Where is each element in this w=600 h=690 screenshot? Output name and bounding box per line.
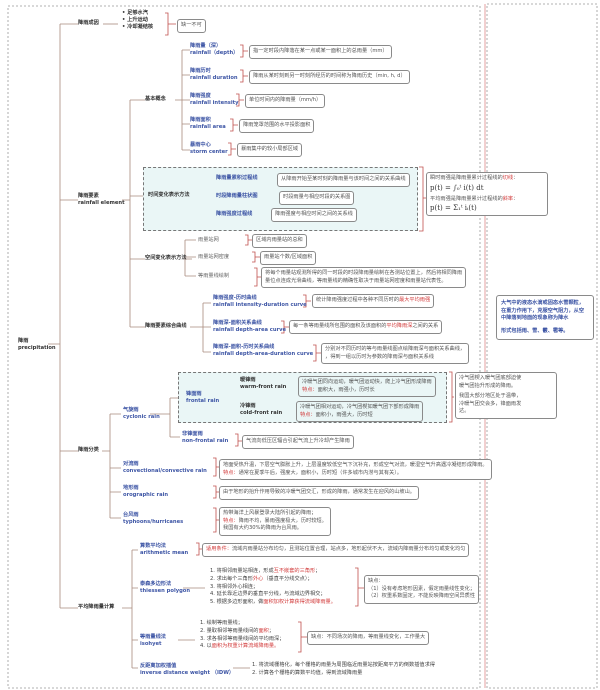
isohyet-cons: 缺点：不同场次的降雨，等雨量线变化，工作量大 bbox=[307, 631, 430, 645]
frontal-node: 锋面雨 frontal rain bbox=[186, 391, 220, 405]
arith-node: 算数平均法 arithmetic mean bbox=[140, 543, 189, 557]
warm-front-node: 暖锋雨 warm-front rain bbox=[240, 377, 287, 391]
orographic-node: 地形雨 orographic rain bbox=[123, 485, 169, 499]
orographic-desc: 由于地形的抬升作用导致的冷暖气团交汇，形成的降雨，通常发生在迎风的山坡山。 bbox=[219, 486, 419, 500]
curve-desc: 统计降雨强度过程中各种不同历时的最大平均雨强 bbox=[312, 294, 435, 308]
time-desc: 从降雨开始至某时刻的降雨量与该时间之间的关系曲线 bbox=[277, 173, 410, 187]
basic-desc: 指一定时段内降落在某一点或某一面积上的总雨量（mm） bbox=[249, 45, 392, 59]
cause-note: 缺一不可 bbox=[177, 19, 206, 33]
thiessen-cons: 缺点： （1）没有考虑地形因素，假定雨量线性变化； （2）权重系数固定，不能反映降雨… bbox=[364, 575, 480, 604]
basic-item: 降雨历时 rainfall duration bbox=[190, 68, 238, 82]
definition-box: 大气中的液态水滴或固态水雪颗粒，在重力作用下，克服空气阻力，从空中降落到地面的现… bbox=[496, 295, 594, 341]
time-desc: 降雨强度与相应时间之间的关系线 bbox=[271, 208, 357, 222]
time-node: 时间变化表示方法 bbox=[148, 192, 190, 198]
basic-item: 暴雨中心 storm center bbox=[190, 142, 228, 156]
time-item: 降雨量累积过程线 bbox=[216, 175, 258, 181]
convective-desc: 地面受热升温，下层空气膨胀上升，上层温度较低空气下沉补充，形成空气对流，暖湿空气… bbox=[219, 459, 492, 481]
space-item: 等雨量线绘制 bbox=[198, 273, 230, 279]
space-item: 雨量站网密度 bbox=[198, 254, 230, 260]
isohyet-steps: 1. 绘制等雨量线； 2. 量取相邻等雨量线间的面积； 3. 求各相邻等雨量线间… bbox=[200, 620, 285, 650]
space-item: 雨量站网 bbox=[198, 237, 219, 243]
average-node: 平均降雨量计算 bbox=[78, 604, 115, 610]
curve-desc: 分别对不同历时的等与雨量线图点绘降雨深与面积关系曲线， ，得到一组以历时为参数的降… bbox=[321, 343, 470, 365]
arith-desc: 适用条件：流域内雨量站分布均匀，且测站位置合理，站点多，地形起伏不大，流域内降雨… bbox=[202, 543, 470, 557]
space-desc: 区域内雨量站的总和 bbox=[252, 234, 307, 248]
space-node: 空间变化表示方法 bbox=[145, 255, 187, 261]
element-node: 降雨要素 rainfall element bbox=[78, 193, 125, 207]
space-desc: 雨量站个数/区域面积 bbox=[260, 251, 317, 265]
idw-steps: 1. 将流域栅格化，每个栅格的雨量为周围临近雨量站按距离平方的倒数插值求得 2. … bbox=[252, 662, 435, 676]
intensity-formula-box: 瞬时雨强是降雨量累计过程线的切线： p(t) = ∫₀ᵗ i(t) dt 平均雨… bbox=[426, 172, 548, 217]
basic-desc: 降雨笼罩范围的水平投影面积 bbox=[239, 119, 315, 133]
non-frontal-desc: 气流向低压区辐合引起气流上升冷却产生降雨 bbox=[242, 435, 354, 449]
space-desc: 将每个雨量站观测所得的同一时段的时段降雨量绘制在各测站位置上，然后将相同降雨 量位… bbox=[261, 267, 467, 289]
time-item: 降雨强度过程线 bbox=[216, 211, 253, 217]
basic-desc: 降雨从某时刻到另一时刻所经历的时间称为降雨历史（min, h, d） bbox=[249, 70, 410, 84]
cold-front-node: 冷锋雨 cold-front rain bbox=[240, 403, 283, 417]
cause-node: 降雨成因 bbox=[78, 20, 99, 26]
idw-node: 反距离加权插值 inverse distance weight （IDW） bbox=[140, 663, 235, 677]
basic-node: 基本概念 bbox=[145, 96, 166, 102]
typhoon-node: 台风雨 typhoons/hurricanes bbox=[123, 512, 184, 526]
frontal-note: 冷气团楔入暖气团底部迫使 暖气团抬升形成的降雨。 我国大部分地区处于温带， 冷暖气团交… bbox=[455, 372, 557, 419]
basic-desc: 暴雨集中的较小局部区域 bbox=[237, 143, 303, 157]
thiessen-steps: 1. 将相邻雨量站相连，形成互不嵌套的三角形； 2. 求出每个三角形外心（垂直平… bbox=[210, 568, 336, 606]
basic-item: 降雨量（深） rainfall（depth） bbox=[190, 43, 239, 57]
curve-item: 降雨深-面积-历时关系曲线 rainfall depth-area-duratio… bbox=[213, 344, 314, 358]
classify-node: 降雨分类 bbox=[78, 447, 99, 453]
thiessen-node: 泰森多边形法 thiessen polygon bbox=[140, 581, 191, 595]
curve-desc: 每一条等雨量线所包围的面积及该面积的平均降雨深之间的关系 bbox=[289, 320, 443, 334]
cold-front-desc: 冷暖气团相对运动，冷气团楔如暖气团下部形成降雨 特点：面积小，雨强大，历时短 bbox=[296, 401, 424, 423]
isohyet-node: 等雨量线法 isohyet bbox=[140, 634, 166, 648]
cause-items: • 足够水汽 • 上升运动 • 冷却凝结核 bbox=[122, 10, 154, 31]
warm-front-desc: 冷暖气团同向运动，暖气团运动快，爬上冷气团形成降雨 特点：面积大，雨强小，历时长 bbox=[298, 376, 436, 398]
convective-node: 对流雨 convectional/convective rain bbox=[123, 461, 207, 475]
time-desc: 时段雨量与相应时段的关系图 bbox=[279, 191, 355, 205]
time-item: 时段降雨量柱状图 bbox=[216, 193, 258, 199]
root-node: 降雨 precipitation bbox=[18, 338, 56, 352]
non-frontal-node: 非锋面雨 non-frontal rain bbox=[182, 431, 229, 445]
basic-item: 降雨强度 rainfall intensity bbox=[190, 93, 239, 107]
curves-node: 降雨要素综合曲线 bbox=[145, 323, 187, 329]
basic-item: 降雨面积 rainfall area bbox=[190, 117, 226, 131]
cyclonic-node: 气旋雨 cyclonic rain bbox=[123, 407, 160, 421]
typhoon-desc: 热带海洋上风暴登录大陆所引起的降雨； 特点：降雨不均，暴雨强度极大，历时较短。 我国… bbox=[219, 507, 331, 536]
curve-item: 降雨强度-历时曲线 rainfall intensity-duration cur… bbox=[213, 295, 307, 309]
curve-item: 降雨深-面积关系曲线 rainfall depth-area curve bbox=[213, 320, 287, 334]
basic-desc: 单位时间内的降雨量（mm/h） bbox=[245, 94, 326, 108]
